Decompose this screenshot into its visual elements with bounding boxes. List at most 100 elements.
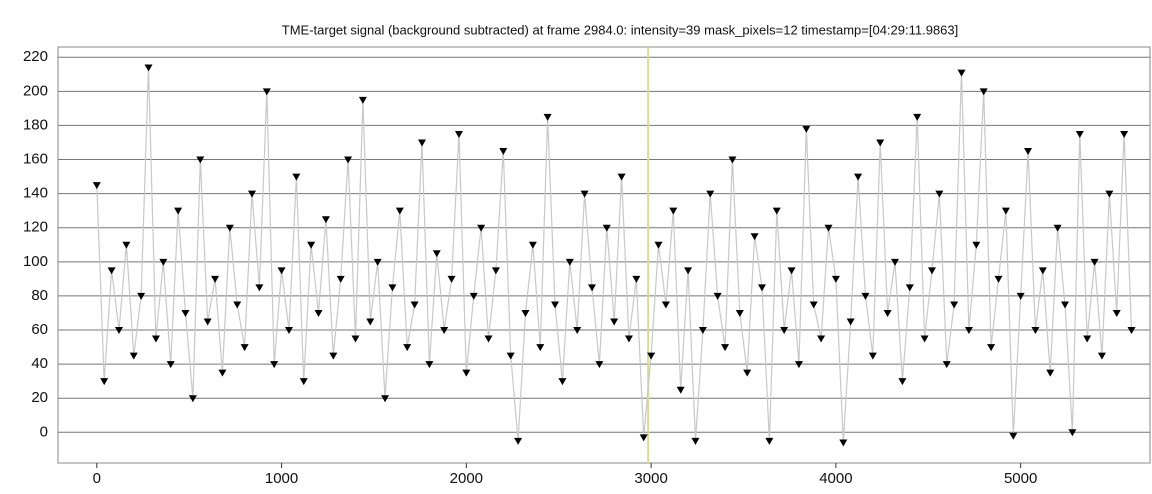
data-point bbox=[979, 88, 988, 96]
data-point bbox=[344, 156, 353, 164]
chart-title: TME-target signal (background subtracted… bbox=[282, 22, 959, 37]
data-point bbox=[358, 96, 367, 104]
data-point bbox=[477, 224, 486, 232]
data-point bbox=[868, 352, 877, 360]
data-point bbox=[905, 284, 914, 292]
data-point bbox=[92, 182, 101, 190]
data-point bbox=[181, 309, 190, 317]
data-point bbox=[602, 224, 611, 232]
data-point bbox=[395, 207, 404, 215]
data-point bbox=[876, 139, 885, 147]
data-point bbox=[403, 344, 412, 352]
data-point bbox=[462, 369, 471, 377]
data-point bbox=[573, 327, 582, 335]
data-point bbox=[647, 352, 656, 360]
data-point bbox=[469, 292, 478, 300]
data-point bbox=[1120, 130, 1129, 138]
data-point bbox=[454, 130, 463, 138]
data-point bbox=[920, 335, 929, 343]
y-tick-label: 40 bbox=[31, 355, 48, 372]
x-tick-label: 4000 bbox=[819, 470, 852, 487]
data-point bbox=[691, 437, 700, 445]
data-point bbox=[151, 335, 160, 343]
data-point bbox=[824, 224, 833, 232]
data-point bbox=[617, 173, 626, 181]
data-point bbox=[536, 344, 545, 352]
data-point bbox=[558, 378, 567, 386]
data-point bbox=[248, 190, 257, 198]
data-point bbox=[418, 139, 426, 147]
y-tick-label: 60 bbox=[31, 321, 48, 338]
data-point bbox=[284, 327, 293, 335]
data-point bbox=[1083, 335, 1092, 343]
data-point bbox=[610, 318, 619, 326]
data-point bbox=[950, 301, 959, 309]
data-point bbox=[1112, 309, 1121, 317]
data-point bbox=[1068, 429, 1077, 437]
data-point bbox=[240, 344, 249, 352]
y-tick-label: 100 bbox=[23, 253, 48, 270]
data-point bbox=[728, 156, 737, 164]
data-point bbox=[898, 378, 907, 386]
y-tick-label: 160 bbox=[23, 150, 48, 167]
data-point bbox=[114, 327, 123, 335]
y-tick-label: 140 bbox=[23, 185, 48, 202]
data-point bbox=[565, 258, 574, 266]
data-point bbox=[277, 267, 286, 275]
data-point bbox=[639, 434, 648, 442]
data-point bbox=[1009, 432, 1018, 440]
data-point bbox=[425, 361, 434, 369]
y-tick-label: 0 bbox=[40, 423, 48, 440]
data-point bbox=[743, 369, 752, 377]
data-point bbox=[196, 156, 205, 164]
data-point bbox=[809, 301, 818, 309]
data-point bbox=[1075, 130, 1084, 138]
data-point bbox=[218, 369, 227, 377]
data-point bbox=[410, 301, 419, 309]
data-point bbox=[964, 327, 973, 335]
data-point bbox=[927, 267, 936, 275]
data-point bbox=[698, 327, 707, 335]
data-point bbox=[440, 327, 449, 335]
data-point bbox=[942, 361, 951, 369]
data-point bbox=[913, 113, 922, 121]
data-point bbox=[772, 207, 781, 215]
data-point bbox=[521, 309, 530, 317]
x-tick-label: 3000 bbox=[634, 470, 667, 487]
data-point bbox=[994, 275, 1003, 283]
data-point bbox=[159, 258, 168, 266]
y-tick-label: 20 bbox=[31, 389, 48, 406]
data-point bbox=[381, 395, 390, 403]
data-point bbox=[211, 275, 220, 283]
data-point bbox=[891, 258, 900, 266]
x-tick-label: 2000 bbox=[450, 470, 483, 487]
y-tick-label: 80 bbox=[31, 287, 48, 304]
data-point bbox=[839, 439, 848, 447]
data-point bbox=[972, 241, 981, 249]
data-point bbox=[255, 284, 264, 292]
data-point bbox=[987, 344, 996, 352]
data-point bbox=[1001, 207, 1010, 215]
data-point bbox=[166, 361, 175, 369]
data-point bbox=[1031, 327, 1040, 335]
data-point bbox=[144, 64, 153, 72]
data-point bbox=[765, 437, 774, 445]
data-point bbox=[373, 258, 382, 266]
data-point bbox=[802, 125, 811, 133]
data-point bbox=[780, 327, 789, 335]
data-point bbox=[1105, 190, 1114, 198]
data-point bbox=[1061, 301, 1070, 309]
data-point bbox=[491, 267, 500, 275]
data-point bbox=[624, 335, 633, 343]
data-point bbox=[1053, 224, 1062, 232]
plot-area bbox=[57, 46, 1151, 464]
data-point bbox=[107, 267, 116, 275]
data-point bbox=[846, 318, 855, 326]
data-point bbox=[1038, 267, 1047, 275]
data-point bbox=[587, 284, 596, 292]
y-tick-label: 200 bbox=[23, 82, 48, 99]
data-point bbox=[174, 207, 183, 215]
data-point bbox=[262, 88, 271, 96]
data-point bbox=[314, 309, 323, 317]
data-point bbox=[854, 173, 863, 181]
